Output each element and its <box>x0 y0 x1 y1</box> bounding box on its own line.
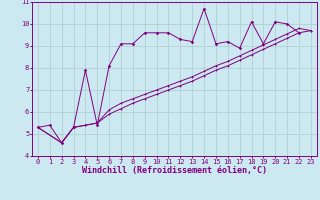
X-axis label: Windchill (Refroidissement éolien,°C): Windchill (Refroidissement éolien,°C) <box>82 166 267 175</box>
